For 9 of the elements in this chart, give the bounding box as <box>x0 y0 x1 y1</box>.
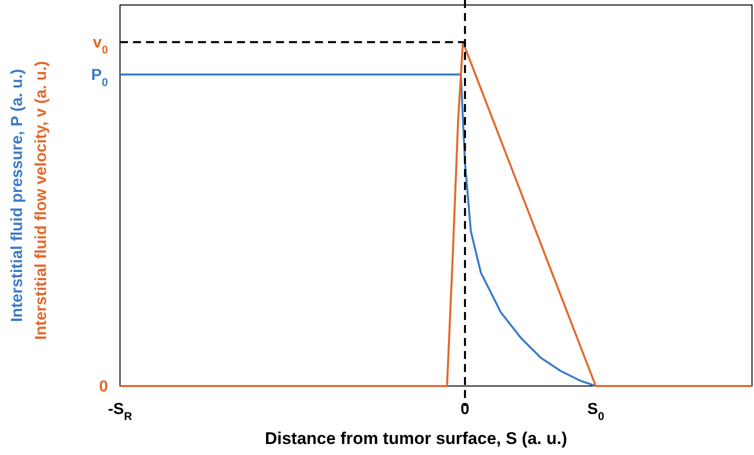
text: P$_{0}$ <box>91 67 108 90</box>
text: 0 <box>99 378 108 396</box>
text: Interstitial fluid pressure, P (a. u.) <box>9 68 26 322</box>
x-tick-label: -S$_{R}$ <box>108 401 132 423</box>
text: v$_{0}$ <box>92 34 108 57</box>
y-axis-title: Interstitial fluid flow velocity, v (a. u.) <box>33 61 50 340</box>
x-axis-title: Distance from tumor surface, S (a. u.) <box>264 429 568 448</box>
x-tick-label: 0 <box>460 401 470 418</box>
x-tick-label: S$_{0}$ <box>587 401 604 423</box>
